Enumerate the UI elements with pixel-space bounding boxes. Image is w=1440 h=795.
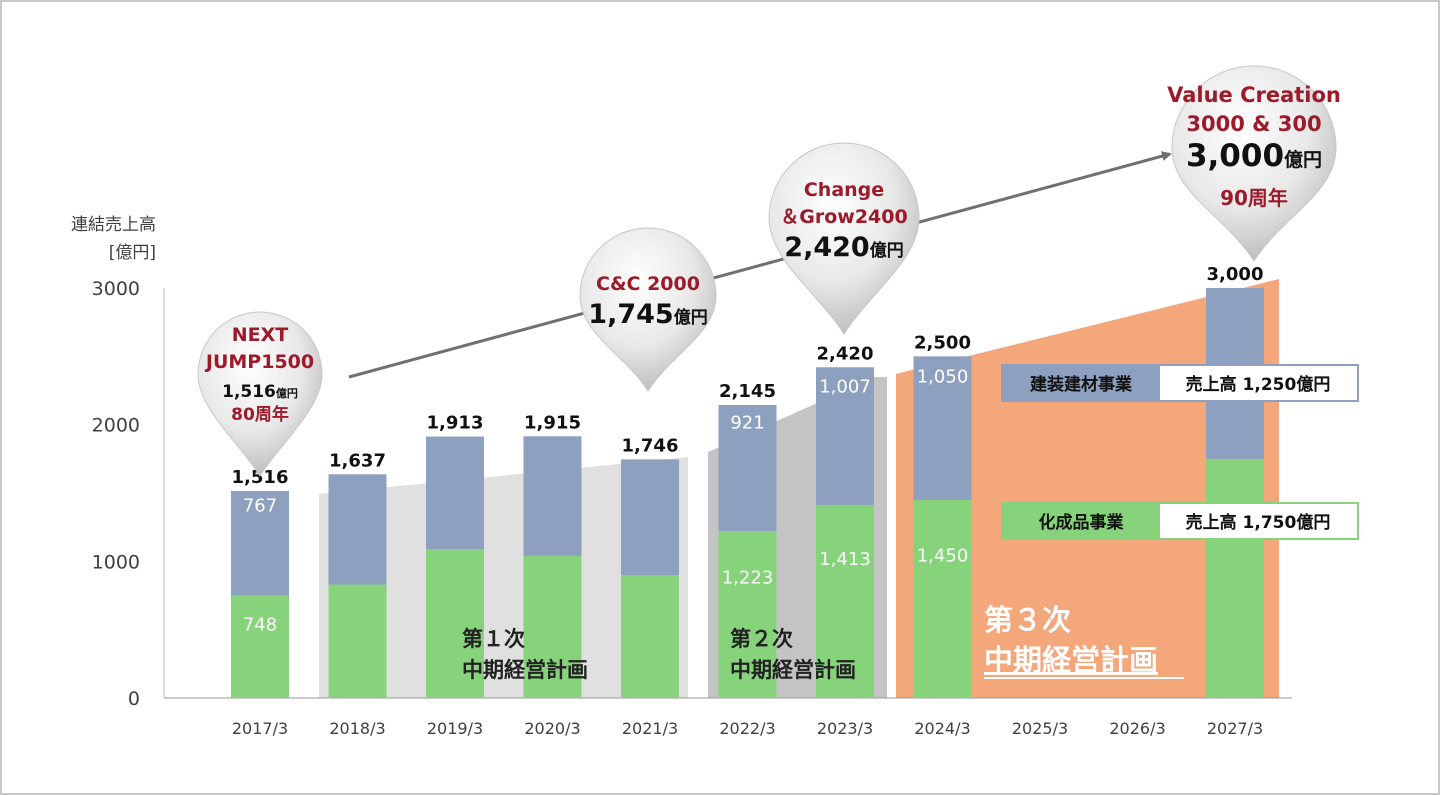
- phase3-label-line2: 中期経営計画: [984, 643, 1158, 677]
- legend-name: 化成品事業: [1039, 512, 1124, 533]
- legend-value: 売上高 1,250億円: [1186, 374, 1331, 395]
- bar-segment: [231, 595, 289, 698]
- milestone-title: 3000 & 300: [1186, 112, 1321, 136]
- bar-total-label: 2,145: [719, 381, 776, 402]
- x-tick-label: 2023/3: [817, 719, 873, 738]
- phase2-label-line1: 第２次: [730, 627, 793, 651]
- legend-value: 売上高 1,750億円: [1186, 512, 1331, 533]
- y-axis-unit: [億円]: [109, 243, 156, 263]
- bar-segment: [621, 575, 679, 698]
- milestone-pin: [768, 142, 920, 335]
- milestone-title: ＆Grow2400: [780, 206, 907, 228]
- bar-segment: [621, 459, 679, 575]
- y-tick-label: 0: [128, 688, 140, 710]
- bar-segment: [718, 404, 777, 531]
- milestone-title: Change: [804, 179, 884, 201]
- bar-segment-label: 748: [243, 614, 277, 635]
- x-tick-label: 2027/3: [1207, 719, 1263, 738]
- bar-segment: [523, 555, 582, 698]
- bar-segment: [816, 504, 874, 698]
- bar-segment-label: 1,413: [819, 549, 871, 570]
- bar-segment: [913, 356, 972, 500]
- x-tick-label: 2017/3: [232, 719, 288, 738]
- bar-segment-label: 1,007: [819, 377, 871, 398]
- milestone-pin: [197, 311, 323, 477]
- bar-segment: [426, 549, 484, 698]
- x-tick-label: 2022/3: [719, 719, 775, 738]
- milestone-title: JUMP1500: [204, 351, 314, 373]
- bar-total-label: 2,500: [914, 332, 971, 353]
- milestone-pin: [1171, 65, 1337, 262]
- bar-total-label: 2,420: [817, 343, 874, 364]
- y-tick-label: 3000: [92, 278, 140, 300]
- milestone-amount: 3,000億円: [1186, 138, 1322, 174]
- milestone-amount: 1,745億円: [588, 299, 707, 330]
- bar-segment: [1206, 458, 1264, 698]
- bar-total-label: 1,516: [232, 467, 289, 488]
- bar-segment-label: 1,450: [917, 545, 969, 566]
- bar-segment: [426, 436, 484, 550]
- phase1-label-line2: 中期経営計画: [462, 658, 588, 682]
- phase1-label-line1: 第１次: [462, 627, 525, 651]
- milestone-title: Value Creation: [1167, 83, 1341, 107]
- bar-segment-label: 767: [243, 496, 277, 517]
- milestone-amount: 1,516億円: [222, 382, 298, 402]
- bar-total-label: 1,746: [622, 435, 679, 456]
- x-tick-label: 2018/3: [329, 719, 385, 738]
- bar-segment: [328, 474, 387, 585]
- bar-segment: [523, 436, 582, 556]
- trend-arrow: [348, 151, 1172, 379]
- legend-swatch: [1002, 503, 1160, 539]
- bar-segment-label: 1,050: [917, 366, 969, 387]
- bar-segment: [816, 367, 874, 505]
- milestone-amount: 2,420億円: [784, 232, 903, 263]
- legend-name: 建装建材事業: [1030, 374, 1132, 395]
- bar-total-label: 1,637: [329, 450, 386, 471]
- x-tick-label: 2019/3: [427, 719, 483, 738]
- milestone-pin: [579, 227, 717, 392]
- x-tick-label: 2026/3: [1109, 719, 1165, 738]
- x-tick-label: 2020/3: [524, 719, 580, 738]
- milestone-anniversary: 80周年: [231, 404, 289, 425]
- legend-swatch: [1002, 365, 1160, 401]
- x-tick-label: 2021/3: [622, 719, 678, 738]
- bar-segment-label: 921: [730, 413, 764, 434]
- bar-segment: [718, 530, 777, 698]
- bar-total-label: 1,915: [524, 412, 581, 433]
- phase1-band: [319, 457, 688, 698]
- x-tick-label: 2025/3: [1012, 719, 1068, 738]
- y-tick-label: 2000: [92, 415, 140, 437]
- bar-segment: [328, 584, 387, 698]
- y-tick-label: 1000: [92, 551, 140, 573]
- x-tick-label: 2024/3: [914, 719, 970, 738]
- bar-total-label: 1,913: [427, 413, 484, 434]
- milestone-title: C&C 2000: [596, 273, 700, 295]
- milestone-title: NEXT: [232, 324, 289, 346]
- bar-segment-label: 1,223: [722, 568, 774, 589]
- bar-segment: [913, 499, 972, 698]
- milestone-anniversary: 90周年: [1220, 186, 1288, 210]
- phase3-label-line1: 第３次: [984, 603, 1071, 637]
- bar-segment: [231, 490, 289, 596]
- phase2-label-line2: 中期経営計画: [730, 658, 856, 682]
- bar-total-label: 3,000: [1207, 264, 1264, 285]
- y-axis-label: 連結売上高: [71, 215, 156, 235]
